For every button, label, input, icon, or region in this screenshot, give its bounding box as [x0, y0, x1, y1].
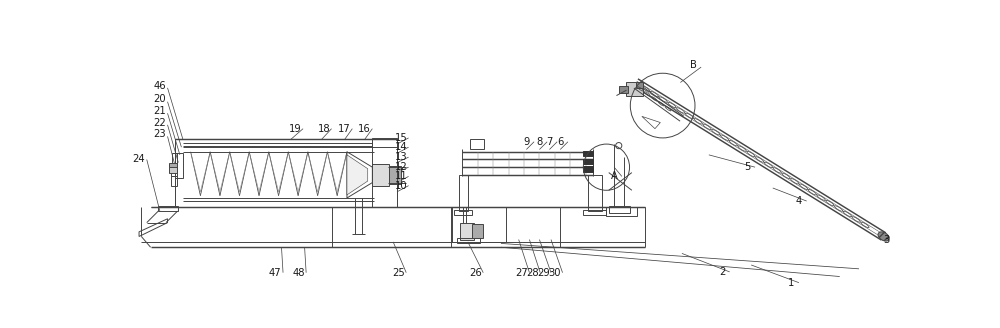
Text: 14: 14: [395, 142, 407, 152]
Bar: [158, 206, 178, 211]
Ellipse shape: [878, 232, 889, 241]
Text: 28: 28: [526, 268, 539, 278]
Text: 48: 48: [292, 268, 305, 278]
Bar: [460, 223, 474, 239]
Bar: [583, 151, 593, 156]
Bar: [175, 139, 397, 207]
Text: 8: 8: [536, 137, 543, 147]
Text: 3: 3: [883, 235, 889, 245]
Text: 10: 10: [395, 181, 407, 191]
Bar: [372, 139, 397, 207]
Bar: [169, 163, 177, 167]
Bar: [372, 164, 389, 186]
Text: 1: 1: [788, 278, 794, 288]
Text: 30: 30: [549, 268, 561, 278]
Bar: [457, 238, 480, 243]
Bar: [459, 175, 468, 211]
Text: 47: 47: [269, 268, 282, 278]
Text: 17: 17: [338, 124, 351, 134]
Text: 2: 2: [719, 267, 725, 277]
Bar: [171, 176, 177, 186]
Bar: [636, 82, 643, 88]
Bar: [470, 139, 484, 150]
Text: 23: 23: [154, 129, 166, 139]
Text: 27: 27: [515, 268, 528, 278]
Text: B: B: [690, 60, 697, 70]
Text: 20: 20: [154, 94, 166, 104]
Bar: [583, 159, 593, 164]
Bar: [389, 166, 401, 184]
Text: 16: 16: [358, 124, 371, 134]
Text: 6: 6: [557, 137, 563, 147]
Text: 29: 29: [537, 268, 550, 278]
Bar: [588, 175, 602, 211]
Bar: [609, 206, 630, 213]
Bar: [452, 207, 506, 242]
Text: 7: 7: [546, 137, 553, 147]
Bar: [606, 207, 637, 216]
Text: A: A: [611, 172, 618, 181]
Text: 18: 18: [318, 124, 330, 134]
Bar: [583, 210, 606, 215]
Text: 13: 13: [395, 152, 407, 162]
Bar: [169, 165, 177, 173]
Bar: [583, 166, 593, 172]
Text: 12: 12: [394, 162, 407, 172]
Bar: [626, 82, 643, 95]
Bar: [472, 224, 483, 238]
Text: 21: 21: [153, 106, 166, 116]
Text: 25: 25: [392, 268, 405, 278]
Bar: [175, 153, 183, 178]
Text: 46: 46: [154, 81, 166, 91]
Bar: [172, 153, 177, 163]
Text: 4: 4: [796, 196, 802, 206]
Text: 19: 19: [289, 124, 302, 134]
Bar: [454, 210, 472, 215]
Text: 24: 24: [133, 154, 145, 164]
Text: 22: 22: [153, 117, 166, 128]
Text: 11: 11: [394, 172, 407, 181]
Text: 9: 9: [523, 137, 530, 147]
Bar: [372, 138, 397, 147]
Bar: [619, 86, 628, 93]
Text: 26: 26: [469, 268, 482, 278]
Text: 5: 5: [744, 162, 751, 172]
Text: 15: 15: [394, 133, 407, 143]
Polygon shape: [347, 155, 368, 195]
Bar: [171, 163, 177, 176]
